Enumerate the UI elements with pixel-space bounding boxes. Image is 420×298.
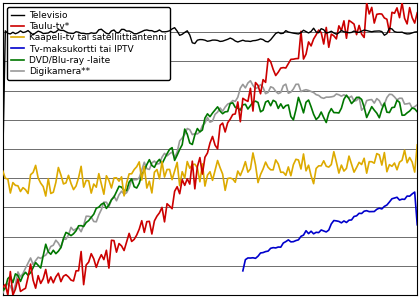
Legend: Televisio, Taulu-tv*, Kaapeli-tv tai satelliittiantenni, Tv-maksukortti tai IPTV: Televisio, Taulu-tv*, Kaapeli-tv tai sat…: [7, 7, 170, 80]
